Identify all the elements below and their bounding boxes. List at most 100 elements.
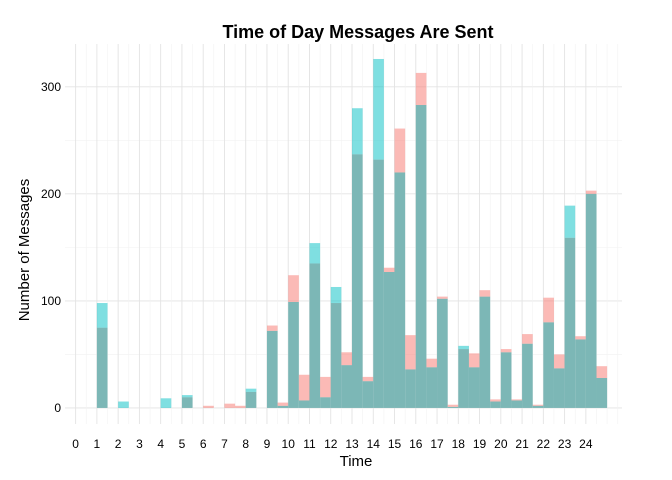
bar-series-1 bbox=[426, 358, 438, 368]
x-tick-label: 12 bbox=[324, 437, 338, 451]
bar-overlap bbox=[458, 349, 469, 408]
bar-series-1 bbox=[468, 353, 480, 368]
x-tick-label: 14 bbox=[367, 437, 381, 451]
chart-title: Time of Day Messages Are Sent bbox=[222, 22, 493, 42]
bar-overlap bbox=[341, 365, 353, 408]
bar-series-2 bbox=[309, 243, 321, 264]
bar-overlap bbox=[298, 400, 310, 408]
bar-overlap bbox=[362, 381, 374, 408]
bar-series-1 bbox=[394, 128, 406, 173]
bar-series-1 bbox=[532, 404, 544, 406]
x-tick-label: 5 bbox=[179, 437, 186, 451]
x-tick-label: 6 bbox=[200, 437, 207, 451]
bar-series-1 bbox=[522, 334, 533, 344]
bar-series-2 bbox=[245, 388, 257, 392]
bar-overlap bbox=[490, 401, 501, 408]
x-tick-label: 7 bbox=[221, 437, 228, 451]
bar-series-1 bbox=[437, 296, 448, 299]
bar-series-1 bbox=[224, 403, 236, 408]
x-tick-label: 8 bbox=[242, 437, 249, 451]
bar-series-1 bbox=[479, 290, 491, 297]
bar-series-1 bbox=[298, 374, 310, 401]
x-tick-label: 10 bbox=[282, 437, 296, 451]
bar-overlap bbox=[352, 154, 363, 408]
x-tick-label: 22 bbox=[537, 437, 551, 451]
bar-overlap bbox=[394, 172, 406, 408]
bar-overlap bbox=[437, 298, 448, 408]
bar-series-2 bbox=[160, 398, 172, 408]
bar-overlap bbox=[553, 368, 565, 408]
x-tick-label: 2 bbox=[115, 437, 122, 451]
x-tick-label: 19 bbox=[473, 437, 487, 451]
bar-series-1 bbox=[203, 405, 214, 408]
bar-overlap bbox=[564, 237, 576, 408]
x-tick-label: 3 bbox=[136, 437, 143, 451]
y-tick-label: 100 bbox=[41, 294, 61, 308]
bar-overlap bbox=[277, 405, 289, 408]
bar-overlap bbox=[288, 301, 299, 408]
bar-series-1 bbox=[585, 190, 597, 194]
y-tick-label: 0 bbox=[54, 401, 61, 415]
bar-series-1 bbox=[575, 336, 586, 340]
y-tick-label: 300 bbox=[41, 80, 61, 94]
bar-overlap bbox=[309, 263, 321, 408]
x-tick-label: 21 bbox=[515, 437, 529, 451]
bar-series-1 bbox=[362, 376, 374, 382]
bar-overlap bbox=[320, 397, 331, 408]
x-tick-label: 18 bbox=[452, 437, 466, 451]
x-axis-title: Time bbox=[340, 453, 373, 470]
bar-series-1 bbox=[500, 349, 512, 353]
bar-overlap bbox=[575, 339, 586, 408]
bar-overlap bbox=[500, 352, 512, 408]
bars bbox=[96, 58, 608, 408]
bar-overlap bbox=[511, 400, 523, 408]
bar-series-2 bbox=[118, 401, 129, 408]
bar-overlap bbox=[266, 330, 278, 408]
bar-series-2 bbox=[96, 303, 108, 328]
bar-overlap bbox=[522, 343, 533, 408]
bar-series-1 bbox=[490, 399, 501, 402]
bar-series-2 bbox=[330, 286, 342, 304]
bar-series-2 bbox=[181, 395, 193, 398]
bar-series-1 bbox=[553, 354, 565, 369]
bar-overlap bbox=[373, 159, 384, 408]
bar-series-1 bbox=[320, 376, 331, 398]
x-tick-label: 23 bbox=[558, 437, 572, 451]
x-tick-label: 24 bbox=[579, 437, 593, 451]
bar-series-1 bbox=[543, 297, 554, 323]
bar-series-2 bbox=[458, 345, 469, 350]
bar-series-1 bbox=[341, 352, 353, 366]
bar-overlap bbox=[405, 369, 416, 408]
bar-overlap bbox=[479, 296, 491, 408]
bar-overlap bbox=[96, 327, 108, 408]
bar-series-1 bbox=[235, 405, 246, 408]
bar-series-1 bbox=[415, 72, 427, 106]
bar-overlap bbox=[330, 303, 342, 408]
bar-series-2 bbox=[564, 205, 576, 238]
x-tick-label: 4 bbox=[157, 437, 164, 451]
y-axis-title: Number of Messages bbox=[16, 179, 33, 322]
y-tick-labels: 0 100 200 300 bbox=[41, 80, 61, 415]
bar-series-1 bbox=[447, 404, 459, 407]
bar-overlap bbox=[543, 322, 554, 408]
bar-series-2 bbox=[373, 58, 384, 160]
bar-overlap bbox=[383, 272, 395, 408]
bar-overlap bbox=[426, 367, 438, 408]
x-tick-label: 11 bbox=[303, 437, 316, 451]
bar-overlap bbox=[245, 391, 257, 408]
bar-series-1 bbox=[511, 399, 523, 401]
bar-series-1 bbox=[405, 335, 416, 370]
bar-series-1 bbox=[383, 267, 395, 272]
bar-series-1 bbox=[277, 402, 289, 406]
bar-series-1 bbox=[288, 275, 299, 302]
bar-overlap bbox=[596, 377, 608, 408]
bar-series-1 bbox=[266, 325, 278, 331]
x-tick-label: 1 bbox=[94, 437, 101, 451]
x-tick-label: 9 bbox=[264, 437, 271, 451]
x-tick-label: 0 bbox=[72, 437, 79, 451]
bar-overlap bbox=[585, 193, 597, 408]
bar-series-1 bbox=[596, 366, 608, 378]
x-tick-label: 20 bbox=[494, 437, 508, 451]
bar-overlap bbox=[415, 105, 427, 408]
